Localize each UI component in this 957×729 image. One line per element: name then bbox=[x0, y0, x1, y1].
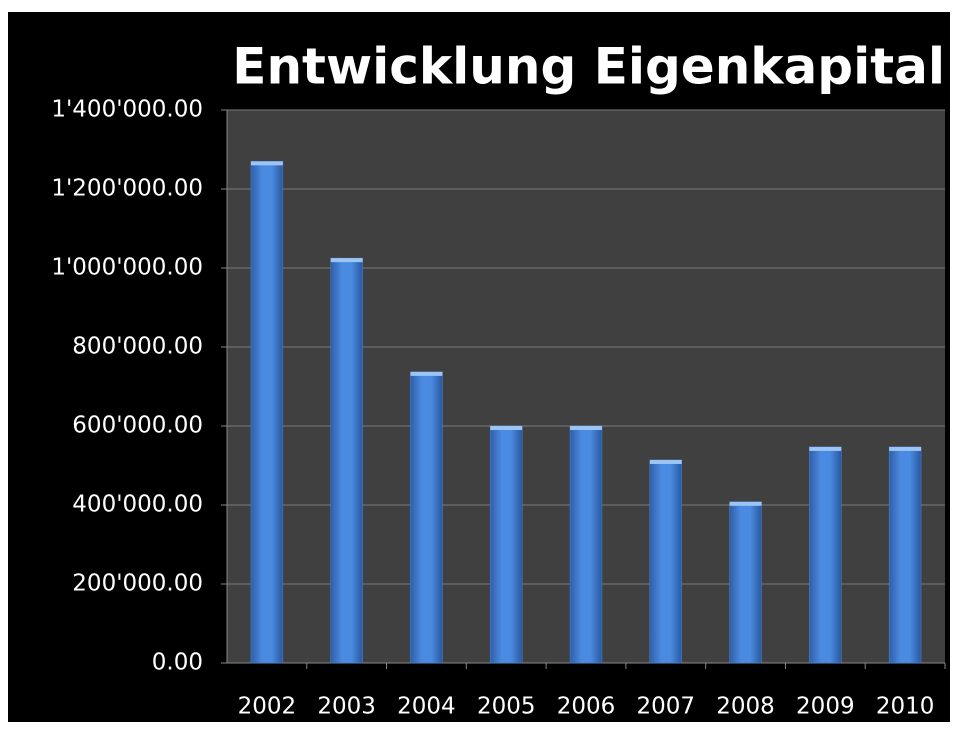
bar-cap bbox=[410, 371, 443, 376]
bar bbox=[569, 425, 603, 664]
y-tick-label: 600'000.00 bbox=[72, 413, 203, 439]
x-tick-label: 2009 bbox=[796, 694, 855, 720]
bar-cap bbox=[330, 258, 363, 263]
y-tick-label: 1'400'000.00 bbox=[51, 97, 203, 123]
x-tick-label: 2004 bbox=[397, 694, 456, 720]
x-tick-label: 2010 bbox=[876, 694, 935, 720]
bar-cap bbox=[809, 446, 842, 451]
y-tick-label: 1'000'000.00 bbox=[51, 255, 203, 281]
bar-cap bbox=[490, 426, 523, 430]
bar bbox=[888, 446, 922, 664]
x-tick-label: 2006 bbox=[557, 694, 616, 720]
y-tick-label: 1'200'000.00 bbox=[51, 176, 203, 202]
bar-cap bbox=[649, 459, 682, 464]
bar bbox=[809, 446, 842, 664]
x-tick-label: 2005 bbox=[477, 694, 536, 720]
x-tick-label: 2008 bbox=[716, 694, 775, 720]
x-tick-label: 2003 bbox=[317, 694, 376, 720]
bar-cap bbox=[250, 161, 283, 166]
x-tick-label: 2002 bbox=[238, 694, 297, 720]
bar bbox=[330, 257, 363, 664]
y-tick-label: 200'000.00 bbox=[72, 571, 203, 597]
bar-cap bbox=[889, 446, 922, 451]
bar bbox=[410, 371, 443, 664]
bar bbox=[649, 459, 682, 664]
bar bbox=[250, 161, 284, 664]
y-tick-label: 400'000.00 bbox=[72, 492, 203, 518]
chart-title: Entwicklung Eigenkapital bbox=[232, 38, 945, 96]
bar bbox=[729, 501, 762, 664]
y-tick-label: 800'000.00 bbox=[72, 334, 203, 360]
y-tick-label: 0.00 bbox=[152, 650, 203, 676]
bar-cap bbox=[729, 501, 762, 506]
bar-cap bbox=[570, 426, 602, 430]
bar bbox=[490, 425, 523, 664]
x-tick-label: 2007 bbox=[637, 694, 696, 720]
